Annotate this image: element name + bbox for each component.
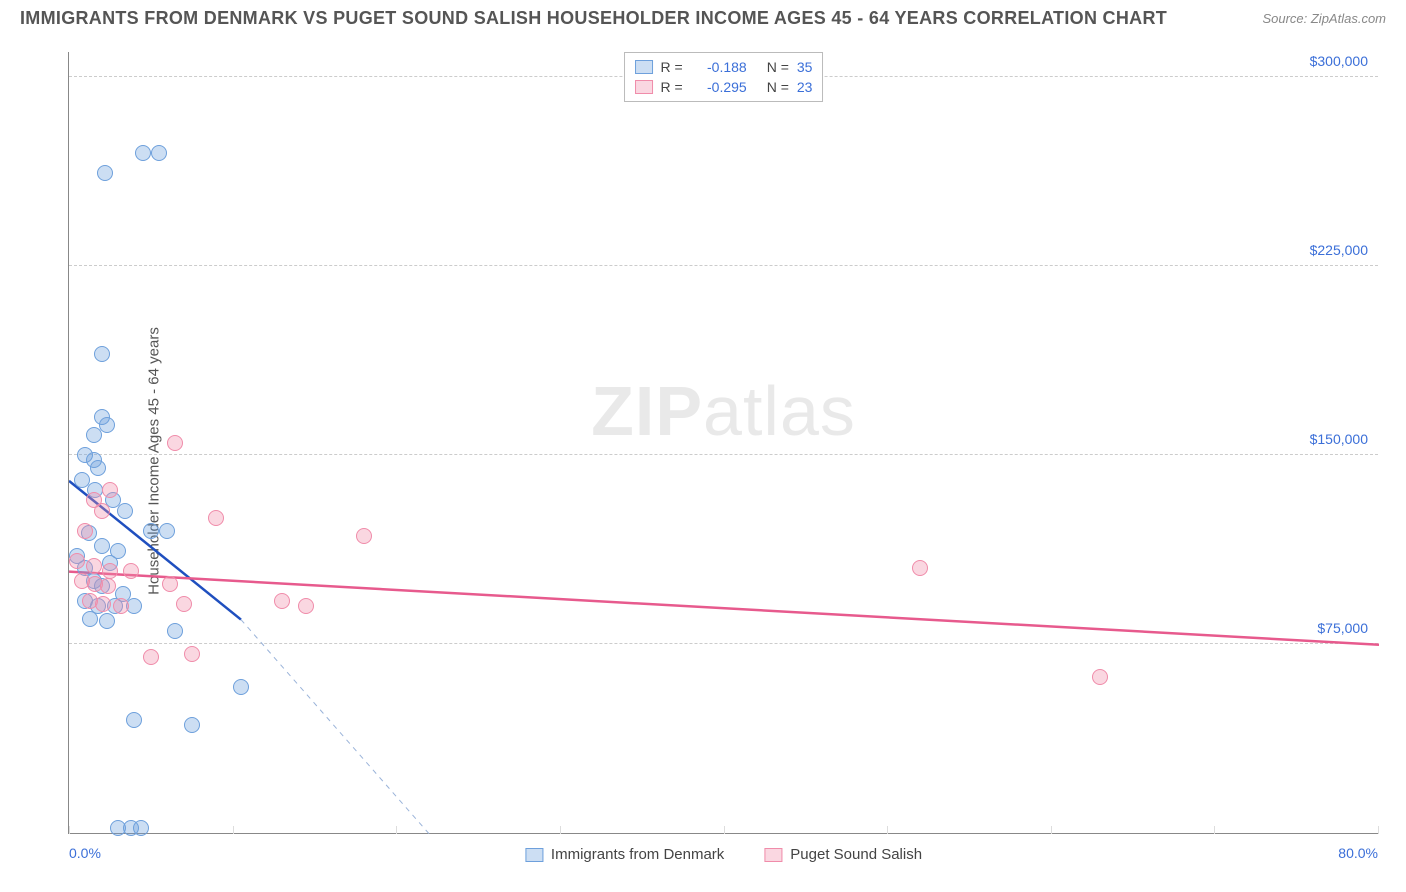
data-point-denmark <box>143 523 159 539</box>
x-tick <box>396 826 397 834</box>
x-tick-label: 80.0% <box>1338 845 1378 861</box>
data-point-denmark <box>90 460 106 476</box>
data-point-salish <box>113 598 129 614</box>
data-point-salish <box>176 596 192 612</box>
x-tick <box>1214 826 1215 834</box>
watermark-zip: ZIP <box>591 372 703 450</box>
x-tick <box>724 826 725 834</box>
y-tick-label: $75,000 <box>1317 620 1368 636</box>
legend-label-denmark: Immigrants from Denmark <box>551 846 724 863</box>
watermark-atlas: atlas <box>703 372 856 450</box>
data-point-salish <box>356 528 372 544</box>
data-point-denmark <box>97 165 113 181</box>
plot-area: ZIPatlas R =-0.188N =35R =-0.295N =23 Im… <box>68 52 1378 834</box>
trend-layer <box>69 52 1379 834</box>
y-tick-label: $225,000 <box>1310 242 1368 258</box>
chart-title: IMMIGRANTS FROM DENMARK VS PUGET SOUND S… <box>20 8 1167 29</box>
x-tick <box>1378 826 1379 834</box>
data-point-denmark <box>133 820 149 836</box>
x-tick <box>560 826 561 834</box>
n-label: N = <box>767 59 789 75</box>
x-tick <box>887 826 888 834</box>
data-point-denmark <box>184 717 200 733</box>
series-legend: Immigrants from Denmark Puget Sound Salis… <box>525 846 922 863</box>
data-point-salish <box>298 598 314 614</box>
stats-row-salish: R = -0.295 N = 23 <box>635 77 813 97</box>
data-point-denmark <box>94 538 110 554</box>
gridline-h <box>69 265 1378 266</box>
data-point-denmark <box>117 503 133 519</box>
legend-item-salish: Puget Sound Salish <box>764 846 922 863</box>
data-point-denmark <box>82 611 98 627</box>
trend-line-salish <box>69 572 1379 645</box>
data-point-salish <box>184 646 200 662</box>
r-value-denmark: -0.188 <box>691 59 747 75</box>
data-point-salish <box>167 435 183 451</box>
stats-row-denmark: R = -0.188 N = 35 <box>635 57 813 77</box>
data-point-salish <box>102 563 118 579</box>
data-point-salish <box>912 560 928 576</box>
chart-container: Householder Income Ages 45 - 64 years ZI… <box>20 40 1386 882</box>
y-tick-label: $300,000 <box>1310 53 1368 69</box>
r-value-salish: -0.295 <box>691 79 747 95</box>
legend-label-salish: Puget Sound Salish <box>790 846 922 863</box>
data-point-denmark <box>135 145 151 161</box>
gridline-h <box>69 643 1378 644</box>
n-value-denmark: 35 <box>797 59 813 75</box>
data-point-salish <box>123 563 139 579</box>
legend-item-denmark: Immigrants from Denmark <box>525 846 724 863</box>
stats-legend: R = -0.188 N = 35 R = -0.295 N = 23 <box>624 52 824 102</box>
data-point-salish <box>162 576 178 592</box>
n-label: N = <box>767 79 789 95</box>
x-tick <box>1051 826 1052 834</box>
swatch-denmark <box>635 60 653 74</box>
data-point-denmark <box>233 679 249 695</box>
data-point-denmark <box>94 346 110 362</box>
swatch-salish <box>764 848 782 862</box>
data-point-denmark <box>167 623 183 639</box>
data-point-salish <box>1092 669 1108 685</box>
r-label: R = <box>661 59 683 75</box>
data-point-salish <box>69 553 85 569</box>
data-point-salish <box>77 523 93 539</box>
data-point-denmark <box>126 712 142 728</box>
source-label: Source: ZipAtlas.com <box>1262 11 1386 26</box>
n-value-salish: 23 <box>797 79 813 95</box>
watermark: ZIPatlas <box>591 371 856 451</box>
data-point-denmark <box>99 613 115 629</box>
y-tick-label: $150,000 <box>1310 431 1368 447</box>
data-point-salish <box>208 510 224 526</box>
data-point-salish <box>143 649 159 665</box>
swatch-denmark <box>525 848 543 862</box>
data-point-denmark <box>159 523 175 539</box>
data-point-salish <box>274 593 290 609</box>
trend-line-dash-denmark <box>241 620 429 834</box>
data-point-denmark <box>151 145 167 161</box>
x-tick-label: 0.0% <box>69 845 101 861</box>
data-point-denmark <box>86 427 102 443</box>
x-tick <box>233 826 234 834</box>
data-point-denmark <box>99 417 115 433</box>
data-point-salish <box>100 578 116 594</box>
r-label: R = <box>661 79 683 95</box>
data-point-salish <box>86 558 102 574</box>
x-tick <box>69 826 70 834</box>
data-point-salish <box>102 482 118 498</box>
gridline-h <box>69 454 1378 455</box>
swatch-salish <box>635 80 653 94</box>
data-point-salish <box>94 503 110 519</box>
data-point-salish <box>95 596 111 612</box>
